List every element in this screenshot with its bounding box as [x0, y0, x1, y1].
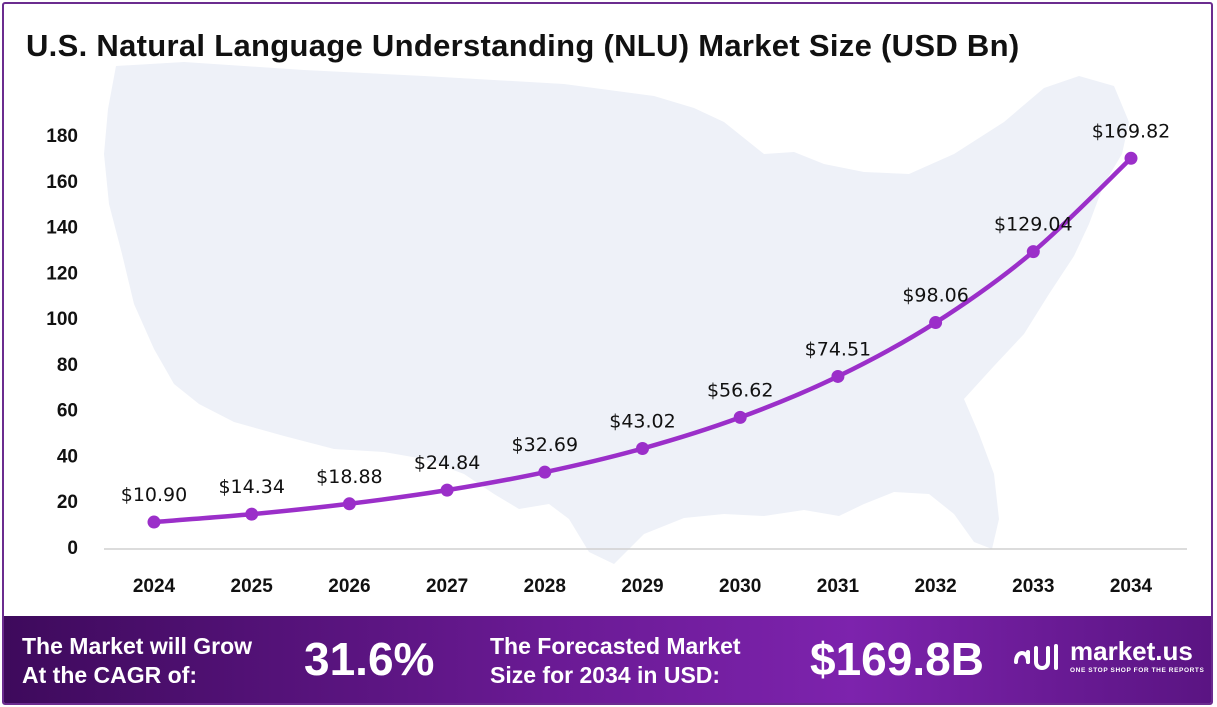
data-point: [929, 316, 943, 330]
x-tick-label: 2026: [328, 576, 370, 597]
data-label: $98.06: [902, 285, 968, 307]
y-tick-label: 0: [67, 538, 78, 559]
x-tick-label: 2032: [914, 576, 956, 597]
cagr-label: The Market will Grow At the CAGR of:: [22, 632, 252, 690]
data-label: $32.69: [512, 434, 578, 456]
y-axis-ticks: 0 20 40 60 80 100 120 140 160 180: [46, 126, 78, 559]
data-label: $74.51: [805, 338, 871, 360]
y-tick-label: 180: [46, 126, 78, 147]
series-line: [151, 156, 1134, 525]
footer-banner: The Market will Grow At the CAGR of: 31.…: [4, 616, 1211, 703]
data-point: [733, 410, 747, 424]
data-label: $56.62: [707, 379, 773, 401]
data-label: $43.02: [609, 411, 675, 433]
brand-name: market.us: [1070, 636, 1193, 666]
data-point: [831, 369, 845, 383]
data-point: [440, 483, 454, 497]
brand-tagline: ONE STOP SHOP FOR THE REPORTS: [1070, 667, 1205, 674]
data-point: [1124, 151, 1138, 165]
x-tick-label: 2033: [1012, 576, 1054, 597]
data-label: $18.88: [316, 466, 382, 488]
forecast-label-line1: The Forecasted Market: [490, 633, 741, 659]
x-tick-label: 2029: [621, 576, 663, 597]
cagr-label-line1: The Market will Grow: [22, 633, 253, 659]
x-tick-label: 2034: [1110, 576, 1153, 597]
x-tick-label: 2030: [719, 576, 761, 597]
data-point: [342, 497, 356, 511]
y-tick-label: 60: [57, 401, 78, 422]
x-tick-label: 2027: [426, 576, 468, 597]
forecast-value: $169.8B: [810, 633, 984, 685]
x-tick-label: 2028: [524, 576, 566, 597]
data-labels: $10.90 $14.34 $18.88 $24.84 $32.69 $43.02 $56.…: [121, 120, 1171, 506]
chart-title: U.S. Natural Language Understanding (NLU…: [26, 28, 1020, 63]
brand-logo[interactable]: market.us ONE STOP SHOP FOR THE REPORTS: [1012, 638, 1204, 674]
data-point: [245, 507, 259, 521]
x-axis-ticks: 2024 2025 2026 2027 2028 2029 2030 2031 2032 2033…: [133, 576, 1153, 597]
y-tick-label: 120: [46, 263, 78, 284]
y-tick-label: 140: [46, 218, 78, 239]
us-map-silhouette: [104, 62, 1129, 564]
y-tick-label: 100: [46, 309, 78, 330]
data-point: [1026, 245, 1040, 259]
series-points: [147, 151, 1138, 529]
data-point: [636, 442, 649, 456]
data-label: $169.82: [1092, 120, 1171, 142]
data-point: [538, 465, 552, 479]
data-point: [147, 515, 161, 529]
cagr-value: 31.6%: [304, 633, 435, 685]
y-tick-label: 160: [46, 172, 78, 193]
data-label: $24.84: [414, 452, 480, 474]
x-tick-label: 2024: [133, 576, 176, 597]
data-label: $10.90: [121, 484, 187, 506]
data-label: $14.34: [218, 476, 284, 498]
y-tick-label: 80: [57, 355, 78, 376]
data-label: $129.04: [994, 214, 1073, 236]
y-tick-label: 40: [57, 446, 78, 467]
forecast-label-line2: Size for 2034 in USD:: [490, 662, 721, 688]
cagr-label-line2: At the CAGR of:: [22, 662, 198, 688]
y-tick-label: 20: [57, 492, 78, 513]
market-us-logo-icon: [1014, 644, 1058, 670]
x-tick-label: 2031: [817, 576, 860, 597]
x-tick-label: 2025: [231, 576, 274, 597]
forecast-label: The Forecasted Market Size for 2034 in U…: [490, 632, 741, 690]
